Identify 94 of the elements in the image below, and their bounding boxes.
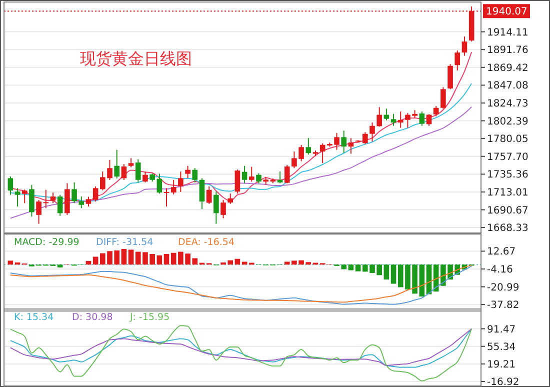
candlestick <box>277 171 283 184</box>
y-tick-label: 1757.70 <box>487 152 528 163</box>
y-tick-label: 55.34 <box>487 342 516 353</box>
candlestick <box>440 86 446 110</box>
series-label: MACD: -29.99 <box>14 237 80 248</box>
candlestick <box>185 165 190 179</box>
bar <box>242 262 248 265</box>
bar <box>128 250 134 265</box>
candlestick <box>454 50 460 72</box>
candlestick <box>14 188 20 208</box>
candlestick <box>50 192 56 204</box>
candlestick <box>348 138 354 154</box>
candlestick <box>362 132 368 145</box>
bar <box>355 264 361 272</box>
candlestick <box>114 149 120 179</box>
candlestick <box>121 164 127 181</box>
candlestick <box>142 171 148 183</box>
candlestick <box>390 113 396 126</box>
candlestick <box>72 182 77 204</box>
candlestick <box>306 138 312 156</box>
bar <box>384 264 390 280</box>
text: DIFF: -31.54 <box>96 237 154 248</box>
candlestick <box>376 106 382 128</box>
bar <box>164 254 170 265</box>
candlestick <box>256 172 262 184</box>
y-tick-label: -20.99 <box>487 282 520 294</box>
ref-line-label: 1940.07 <box>486 6 528 18</box>
candlestick <box>92 186 98 202</box>
bar <box>390 264 396 284</box>
y-tick-label: 1914.11 <box>487 27 528 38</box>
candlestick <box>78 196 84 209</box>
candlestick <box>206 186 212 204</box>
bar <box>92 256 98 265</box>
candlestick <box>426 114 432 126</box>
line-series <box>10 106 472 219</box>
candlestick <box>86 196 92 208</box>
candlestick <box>178 171 184 192</box>
candlestick <box>419 111 425 126</box>
candlestick <box>228 193 234 204</box>
y-tick-label: 1824.73 <box>487 98 528 110</box>
candlestick <box>156 173 162 194</box>
candlestick <box>448 64 453 90</box>
text: DEA: -16.54 <box>178 237 234 248</box>
candlestick <box>214 191 219 224</box>
candlestick <box>341 130 347 154</box>
y-tick-label: 1780.05 <box>487 134 528 146</box>
y-tick-label: 1690.67 <box>487 205 528 216</box>
candlestick <box>284 164 290 184</box>
candlestick <box>384 108 390 121</box>
series-label: K: 15.34 <box>14 312 54 323</box>
y-tick-label: -37.82 <box>487 300 520 312</box>
candlestick <box>433 105 439 117</box>
y-tick-label: -16.92 <box>487 377 520 387</box>
y-tick-label: 1847.08 <box>487 80 528 92</box>
text: 现货黄金日线图 <box>80 49 192 68</box>
bar <box>121 249 127 265</box>
candlestick <box>164 188 170 208</box>
candlestick <box>192 168 198 183</box>
candlestick <box>8 176 14 196</box>
candlestick <box>242 165 248 184</box>
y-tick-label: 1735.36 <box>487 170 528 181</box>
bar <box>156 255 162 265</box>
bar <box>86 260 92 265</box>
candlestick <box>220 199 226 219</box>
candlestick <box>22 189 28 204</box>
candlestick <box>199 178 205 210</box>
y-tick-label: 19.21 <box>487 359 516 370</box>
candlestick <box>64 182 70 216</box>
series-label: J: -15.95 <box>129 312 170 323</box>
y-tick-label: 1668.33 <box>487 223 528 234</box>
candlestick <box>370 122 375 142</box>
series-label: D: 30.98 <box>72 312 113 323</box>
candlestick <box>248 166 254 182</box>
bar <box>234 258 240 265</box>
y-tick-label: 1869.42 <box>487 62 528 74</box>
y-tick-label: 91.47 <box>487 324 516 336</box>
y-tick-label: 1802.39 <box>487 116 528 128</box>
candlestick <box>29 184 34 218</box>
candlestick <box>128 158 134 168</box>
bar <box>57 264 63 268</box>
y-tick-label: 1891.76 <box>487 45 528 56</box>
candlestick <box>57 194 63 216</box>
candlestick <box>135 158 141 183</box>
candlestick <box>398 111 404 128</box>
candlestick <box>462 36 468 56</box>
line-series <box>10 325 472 382</box>
candlestick <box>170 179 176 195</box>
y-tick-label: 1713.01 <box>487 187 528 198</box>
y-tick-label: -4.16 <box>487 264 513 276</box>
candlestick <box>320 142 326 164</box>
bar <box>8 260 14 265</box>
candlestick <box>234 169 240 194</box>
bar <box>348 264 354 270</box>
y-tick-label: 12.67 <box>487 246 516 258</box>
